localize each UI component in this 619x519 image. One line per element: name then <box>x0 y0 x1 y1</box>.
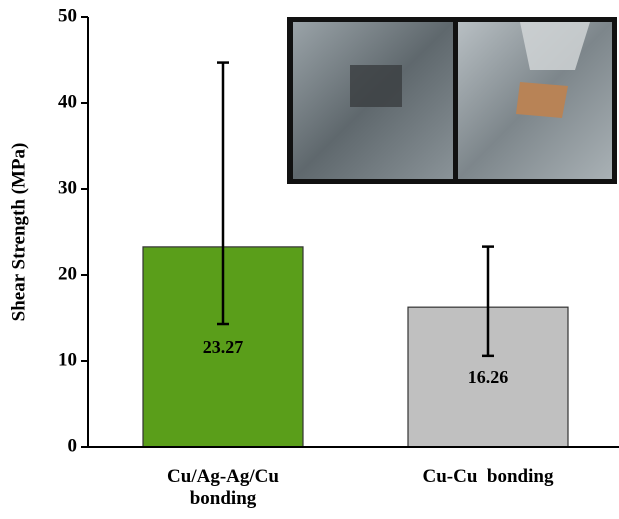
y-axis-label: Shear Strength (MPa) <box>8 143 29 322</box>
value-label: 23.27 <box>203 337 244 357</box>
y-tick-label: 40 <box>58 91 77 112</box>
page: Shear Strength (MPa) 0 10 20 30 40 50 23.27 16.… <box>0 0 619 519</box>
value-label: 16.26 <box>468 367 509 387</box>
x-tick-label: Cu-Cu bonding <box>398 466 578 488</box>
x-tick-label: Cu/Ag-Ag/Cu bonding <box>133 466 313 510</box>
y-tick-label: 10 <box>58 349 77 370</box>
chart: Shear Strength (MPa) 0 10 20 30 40 50 23.27 16.… <box>0 0 619 519</box>
y-tick-label: 30 <box>58 177 77 198</box>
inset-photo <box>287 17 617 184</box>
y-tick-label: 0 <box>68 435 78 456</box>
y-tick-label: 50 <box>58 5 77 26</box>
y-tick-label: 20 <box>58 263 77 284</box>
